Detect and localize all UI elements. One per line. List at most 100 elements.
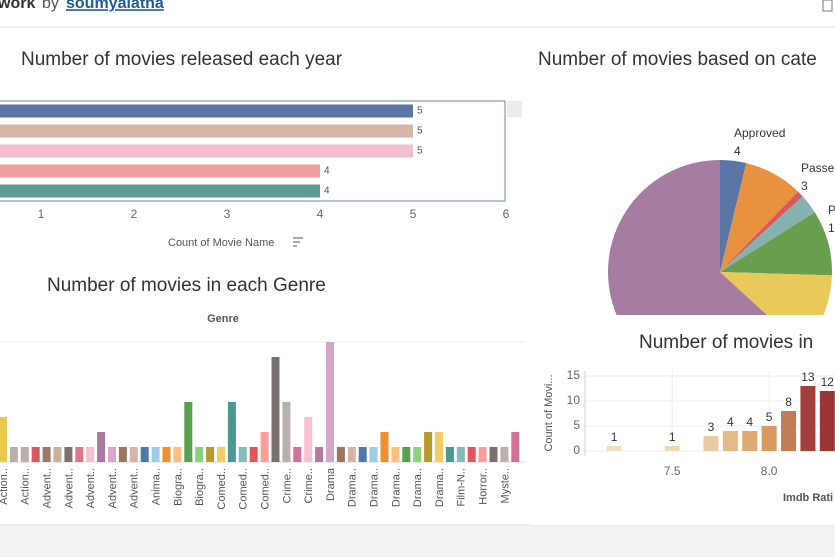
sort-icon[interactable] [293, 237, 303, 247]
download-icon[interactable] [822, 0, 833, 12]
header-bar [0, 0, 835, 27]
x-tick-label: Film-N.. [456, 468, 468, 507]
bar [173, 447, 182, 462]
pie-slice [720, 163, 799, 272]
bar [500, 447, 509, 462]
bar [271, 357, 280, 462]
pie-slice [608, 160, 768, 315]
data-label: 1 [669, 430, 676, 444]
bar [0, 417, 7, 462]
x-tick-label: Comed.. [216, 468, 228, 510]
y-tick-label: 10 [567, 393, 581, 407]
x-tick-label: Drama.. [412, 468, 424, 507]
data-label: 4 [727, 415, 734, 429]
bar [380, 432, 389, 462]
bar [445, 447, 454, 462]
header-by: by [42, 0, 59, 12]
x-tick-label: 5 [410, 207, 417, 221]
bar [53, 447, 62, 462]
data-label: 4 [324, 186, 330, 197]
bar [129, 447, 138, 462]
bar [326, 342, 334, 462]
bar [391, 447, 400, 462]
year-chart: Number of movies released each year Coun… [0, 49, 522, 249]
bar [761, 426, 777, 451]
bar [336, 447, 345, 462]
data-label: 5 [417, 106, 423, 117]
bar [75, 447, 84, 462]
y-tick-label: 5 [573, 418, 580, 432]
bar [358, 447, 367, 462]
bar [800, 386, 816, 451]
bar [151, 447, 160, 462]
bar [282, 402, 291, 462]
bar [467, 447, 476, 462]
data-label: 4 [746, 415, 753, 429]
bar [42, 447, 51, 462]
y-tick-label: 15 [567, 368, 581, 382]
footer-bar [0, 525, 835, 557]
x-tick-label: Drama.. [347, 468, 359, 507]
slice-label: Passe [801, 161, 835, 175]
x-tick-label: 2 [131, 207, 138, 221]
pie-slice [720, 272, 832, 315]
x-tick-label: 1 [38, 207, 45, 221]
bar [227, 402, 236, 462]
scrollbar[interactable] [507, 101, 522, 117]
x-tick-label: Horror.. [478, 468, 490, 505]
bar [108, 447, 116, 462]
bar [742, 431, 758, 451]
category-chart: Number of movies based on cate Approved 4… [538, 49, 835, 315]
bar [722, 431, 738, 451]
slice-label: P [828, 203, 835, 217]
bar [478, 447, 487, 462]
x-tick-label: Drama.. [390, 468, 402, 507]
bar [64, 447, 73, 462]
bar [217, 447, 225, 462]
chart-title: Number of movies based on cate [538, 49, 817, 70]
bar [249, 447, 258, 462]
header-title: work [0, 0, 35, 12]
x-tick-label: Advent.. [42, 468, 54, 508]
x-tick-label: Crime.. [303, 468, 315, 503]
slice-value: 10 [828, 221, 835, 235]
data-label: 3 [708, 420, 715, 434]
bar [304, 417, 313, 462]
bar [315, 447, 324, 462]
bar [31, 447, 40, 462]
x-tick-label: 4 [317, 207, 324, 221]
x-tick-label: Biogra.. [172, 468, 184, 506]
genre-chart: Number of movies in each Genre Genre Act… [0, 275, 525, 510]
x-tick-label: 6 [503, 207, 510, 221]
x-tick-label: Myste.. [499, 468, 511, 503]
x-tick-label: Action.. [0, 468, 10, 505]
x-tick-label: Drama.. [434, 468, 446, 507]
slice-value: 4 [734, 144, 741, 158]
bar [424, 432, 433, 462]
x-tick-label: Crime.. [281, 468, 293, 503]
plot-frame [0, 100, 506, 202]
bar [703, 436, 719, 451]
bar [9, 447, 18, 462]
x-tick-label: 8.0 [761, 464, 778, 478]
bar [781, 411, 797, 451]
header-author[interactable]: soumyalatha [66, 0, 164, 12]
bar [456, 447, 465, 462]
bar [0, 124, 413, 138]
x-axis-label: Imdb Rati [783, 492, 833, 504]
bar [118, 447, 127, 462]
bar [162, 447, 171, 462]
bar [819, 391, 835, 451]
x-tick-label: Drama.. [369, 468, 381, 507]
bar [511, 432, 520, 462]
bar [0, 144, 413, 158]
pie-slice [720, 196, 815, 272]
x-tick-label: Biogra.. [194, 468, 206, 506]
bar [206, 447, 215, 462]
data-label: 5 [766, 410, 773, 424]
bar [97, 432, 106, 462]
bar [140, 447, 149, 462]
bar [369, 447, 378, 462]
bar [20, 447, 29, 462]
